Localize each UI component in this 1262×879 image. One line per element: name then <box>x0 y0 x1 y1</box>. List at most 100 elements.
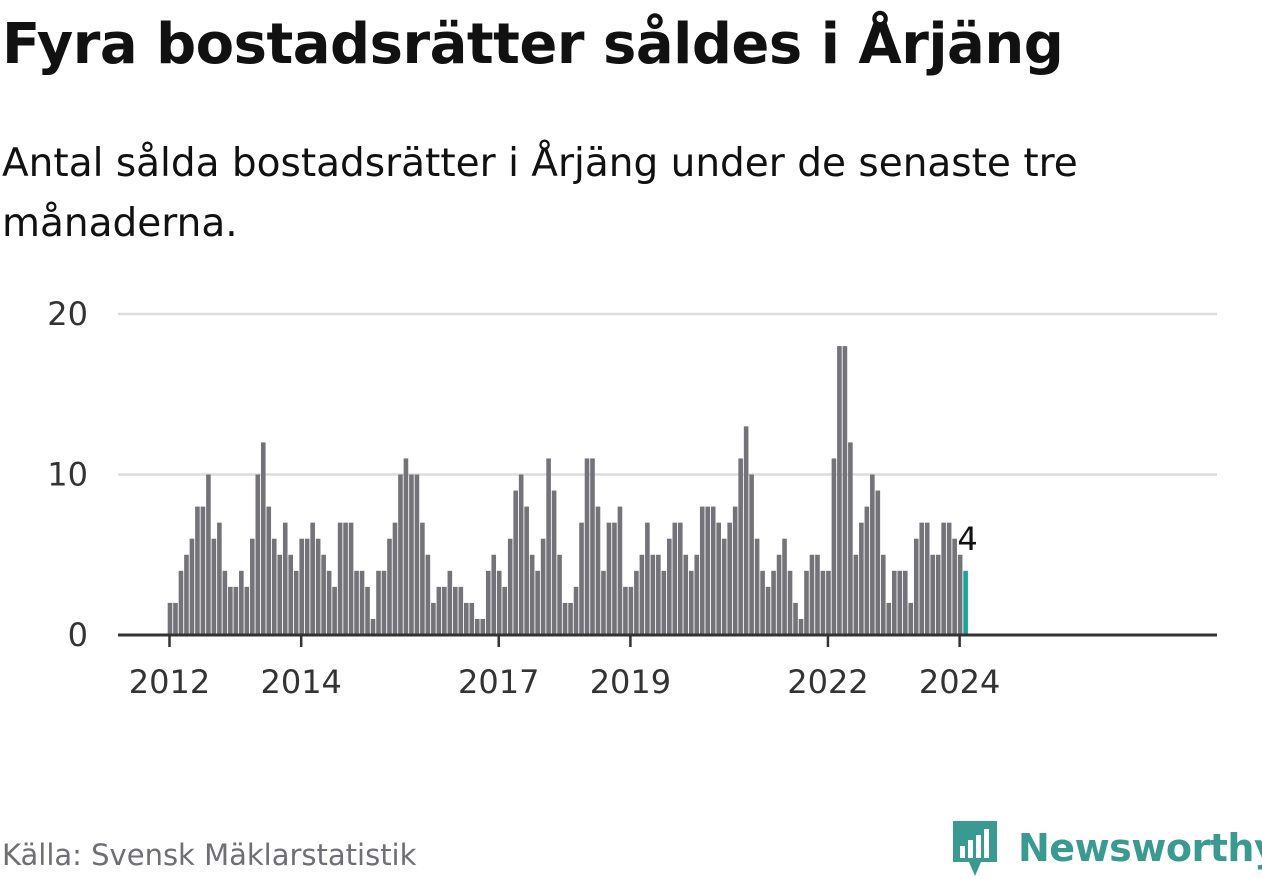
bar <box>529 554 535 635</box>
bar <box>365 586 370 635</box>
bar <box>831 458 837 635</box>
bar <box>793 602 798 635</box>
bar <box>343 522 348 635</box>
bar <box>409 474 414 635</box>
x-tick-label-2022: 2022 <box>787 663 868 701</box>
bar <box>573 586 579 635</box>
y-tick-label-10: 10 <box>47 456 88 494</box>
bar <box>507 538 513 635</box>
bar <box>304 538 310 635</box>
bar <box>771 570 776 635</box>
bar <box>672 522 678 635</box>
bar <box>524 506 529 635</box>
bar <box>425 554 431 635</box>
source-note: Källa: Svensk Mäklarstatistik <box>2 838 417 872</box>
x-tick-label-2024: 2024 <box>919 663 1000 701</box>
brand[interactable]: Newsworthy <box>950 818 1262 878</box>
bar <box>321 554 326 635</box>
bar <box>656 554 661 635</box>
bar <box>381 570 387 635</box>
bar <box>211 538 217 635</box>
bar <box>848 442 853 635</box>
bar <box>957 554 963 635</box>
bar <box>233 586 239 635</box>
bar <box>584 458 590 635</box>
bar <box>370 618 376 635</box>
bar <box>787 570 793 635</box>
bar <box>496 570 502 635</box>
bar <box>765 586 771 635</box>
bar <box>551 490 557 635</box>
bar <box>623 586 628 635</box>
bar <box>299 538 304 635</box>
bar <box>809 554 815 635</box>
page-title: Fyra bostadsrätter såldes i Årjäng <box>2 12 1064 77</box>
bar <box>738 458 743 635</box>
bar <box>815 554 820 635</box>
bar <box>677 522 683 635</box>
y-tick-label-0: 0 <box>68 616 88 654</box>
page-subtitle: Antal sålda bostadsrätter i Årjäng under… <box>2 141 1078 246</box>
bar <box>310 522 315 635</box>
bar <box>348 522 354 635</box>
bar <box>705 506 711 635</box>
bar <box>414 474 420 635</box>
bar <box>782 538 787 635</box>
x-tick-label-2017: 2017 <box>458 663 539 701</box>
bar <box>518 474 524 635</box>
bar <box>837 346 842 635</box>
bar <box>650 554 656 635</box>
bar <box>639 554 645 635</box>
bar <box>634 570 639 635</box>
bar <box>617 506 623 635</box>
highlight-value-label: 4 <box>957 520 977 558</box>
bar <box>453 586 458 635</box>
bar <box>469 602 475 635</box>
bar <box>612 522 617 635</box>
bar <box>282 522 288 635</box>
bar <box>667 538 672 635</box>
bar <box>244 586 250 635</box>
bar <box>222 570 228 635</box>
bar <box>760 570 765 635</box>
bar <box>776 554 782 635</box>
bar <box>359 570 365 635</box>
bar <box>431 602 436 635</box>
bar <box>184 554 189 635</box>
bar <box>540 538 546 635</box>
bar <box>688 570 694 635</box>
bar-highlight <box>963 570 968 635</box>
bar-layer <box>167 346 968 635</box>
bar <box>743 426 749 635</box>
bar <box>442 586 447 635</box>
bar <box>189 538 195 635</box>
bar <box>590 458 595 635</box>
bar <box>859 522 864 635</box>
bar <box>266 506 272 635</box>
bar <box>732 506 738 635</box>
bar <box>436 586 442 635</box>
bar <box>255 474 261 635</box>
bar <box>842 346 848 635</box>
bar <box>913 538 919 635</box>
bar <box>820 570 826 635</box>
bar <box>710 506 716 635</box>
bar <box>228 586 233 635</box>
bar <box>337 522 343 635</box>
bar <box>562 602 568 635</box>
bar <box>447 570 453 635</box>
bar <box>557 554 562 635</box>
bar <box>886 602 892 635</box>
bar <box>200 506 206 635</box>
x-tick-label-2012: 2012 <box>129 663 210 701</box>
bar <box>902 570 908 635</box>
bar <box>579 522 584 635</box>
bar <box>946 522 952 635</box>
x-tick-label-2014: 2014 <box>260 663 341 701</box>
bar <box>513 490 518 635</box>
bar <box>606 522 612 635</box>
bar <box>694 554 700 635</box>
bar <box>870 474 875 635</box>
bar <box>398 474 403 635</box>
bar <box>749 474 754 635</box>
